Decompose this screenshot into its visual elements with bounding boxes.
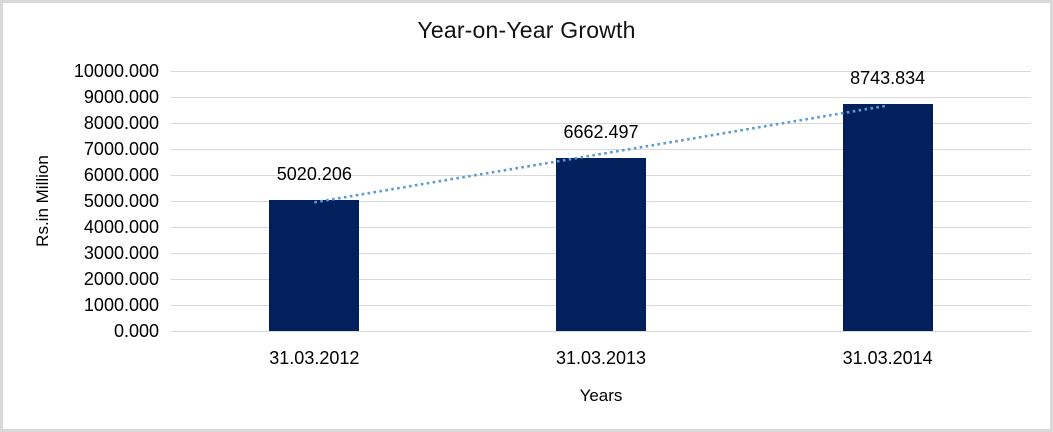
trendline-path xyxy=(314,104,888,204)
bar-value-label: 5020.206 xyxy=(276,164,352,185)
bar-value-label: 8743.834 xyxy=(850,67,926,88)
x-axis-tick-label: 31.03.2012 xyxy=(269,348,360,368)
bar-value-label: 6662.497 xyxy=(563,121,639,142)
bar xyxy=(556,157,646,331)
y-axis-tick-label: 8000.000 xyxy=(83,113,159,133)
y-axis-tick-label: 7000.000 xyxy=(83,139,159,159)
bar xyxy=(269,200,360,331)
y-axis-tick-label: 0.000 xyxy=(113,321,159,341)
y-axis-tick-label: 9000.000 xyxy=(83,87,159,107)
y-axis-tick-label: 10000.000 xyxy=(73,61,159,81)
x-axis-tick-label: 31.03.2014 xyxy=(842,348,933,368)
x-axis-tick-label: 31.03.2013 xyxy=(555,348,647,368)
gridline xyxy=(171,97,1031,98)
y-axis-tick-label: 1000.000 xyxy=(83,295,159,315)
y-axis-tick-label: 6000.000 xyxy=(83,165,159,185)
gridline xyxy=(171,149,1031,150)
chart-title: Year-on-Year Growth xyxy=(417,17,636,43)
x-axis-title: Years xyxy=(579,386,623,405)
y-axis-tick-label: 3000.000 xyxy=(83,243,159,263)
bar xyxy=(842,103,933,331)
y-axis-tick-label: 5000.000 xyxy=(83,191,159,211)
gridline xyxy=(171,71,1031,72)
gridline xyxy=(171,123,1031,124)
y-axis-tick-label: 2000.000 xyxy=(83,269,159,289)
gridline xyxy=(171,331,1031,332)
y-axis-tick-label: 4000.000 xyxy=(83,217,159,237)
trendline xyxy=(314,104,888,204)
